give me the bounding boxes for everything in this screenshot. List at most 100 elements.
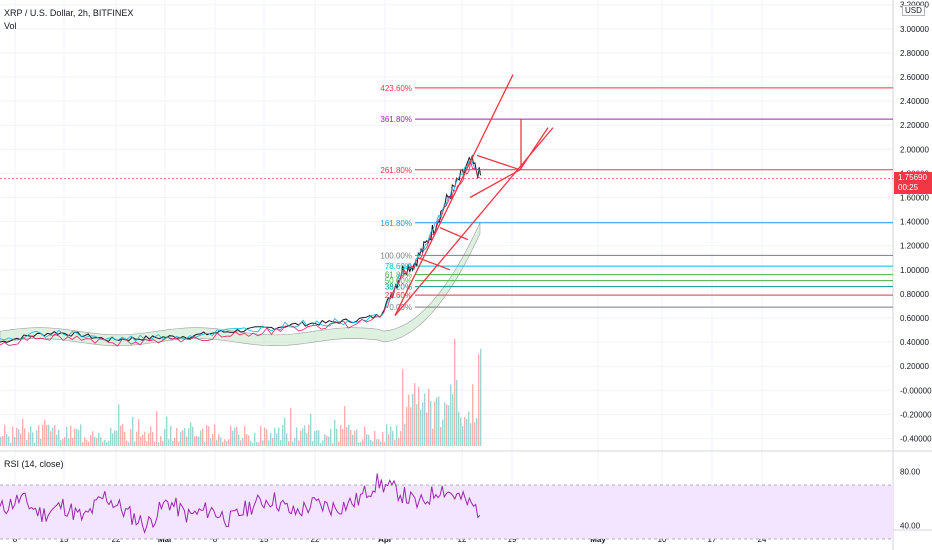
volume-bar [16,427,18,446]
volume-bar [26,439,28,446]
volume-bar [298,440,300,446]
volume-bar [254,432,256,446]
volume-bar [338,441,340,446]
volume-bar [226,441,228,446]
volume-bar [220,437,222,446]
volume-bar [52,427,54,446]
volume-bar [230,425,232,446]
volume-bar [86,439,88,446]
volume-bar [72,437,74,446]
volume-bar [376,439,378,446]
volume-bar [160,436,162,446]
volume-bar [4,424,6,446]
volume-bar [66,426,68,446]
volume-bar [212,434,214,446]
volume-bar [384,442,386,446]
volume-bar [286,433,288,446]
volume-bar [388,434,390,446]
volume-bar [142,434,144,446]
volume-bar [10,442,12,446]
volume-bar [74,428,76,446]
volume-bar [188,428,190,446]
volume-bar [382,432,384,446]
volume-bar [184,428,186,446]
volume-bar [362,439,364,446]
volume-bar [56,434,58,446]
volume-bar [120,425,122,446]
volume-bar [426,412,428,446]
volume-bar [278,427,280,446]
volume-bar [414,383,416,446]
time-tick-label: 17 [708,535,717,544]
volume-bar [452,393,454,446]
volume-bar [386,424,388,446]
volume-bar [284,417,286,446]
volume-bar [366,434,368,446]
volume-bar [448,405,450,446]
currency-unit[interactable]: USD [902,5,925,16]
volume-bar [64,437,66,446]
candle-countdown: 00:25 [898,183,919,192]
volume-bar [422,402,424,446]
volume-bar [440,427,442,446]
volume-bar [178,441,180,446]
volume-bar [454,338,456,446]
volume-bar [428,388,430,446]
volume-bar [196,435,198,446]
price-tick-label: 1.60000 [900,194,929,203]
volume-bar [34,442,36,446]
price-tick-label: -0.00000 [900,386,932,395]
volume-bar [172,440,174,446]
volume-bar [58,429,60,446]
time-tick-label: Mar [158,535,172,544]
fib-level-label: 161.80% [380,219,412,228]
time-tick-label: 24 [758,535,767,544]
rsi-tick-label: 80.00 [900,468,921,477]
volume-bar [478,354,480,446]
volume-bar [68,438,70,446]
volume-bar [112,433,114,446]
volume-bar [168,439,170,446]
volume-bar [390,426,392,446]
volume-bar [24,428,26,446]
volume-bar [224,439,226,446]
volume-bar [394,439,396,446]
volume-bar [352,434,354,446]
price-tick-label: 0.80000 [900,290,929,299]
price-tick-label: 0.40000 [900,338,929,347]
volume-bar [28,432,30,446]
current-price-tag: 1.75690 00:25 [894,172,932,194]
volume-bar [328,436,330,446]
volume-bar [476,418,478,446]
volume-bar [450,384,452,446]
volume-bar [48,424,50,446]
volume-bar [166,416,168,446]
volume-bar [342,429,344,446]
volume-bar [468,411,470,446]
volume-bar [182,430,184,446]
volume-bar [326,435,328,446]
volume-bar [346,427,348,446]
volume-bar [474,422,476,446]
volume-bar [420,409,422,446]
fib-level-label: 38.20% [385,283,412,292]
volume-bar [132,417,134,446]
volume-bar [240,440,242,446]
volume-bar [194,436,196,446]
volume-bar [148,433,150,446]
fib-level-label: 78.60% [385,262,412,271]
volume-bar [234,427,236,446]
volume-bar [0,436,2,446]
volume-bar [164,429,166,446]
time-tick-label: May [590,535,606,544]
volume-bar [270,432,272,446]
volume-bar [416,404,418,446]
rsi-tick-label: 40.00 [900,522,921,531]
volume-bar [14,437,16,446]
volume-bar [314,431,316,446]
volume-bar [32,432,34,446]
volume-bar [302,428,304,446]
volume-bar [36,430,38,446]
volume-bar [124,431,126,446]
